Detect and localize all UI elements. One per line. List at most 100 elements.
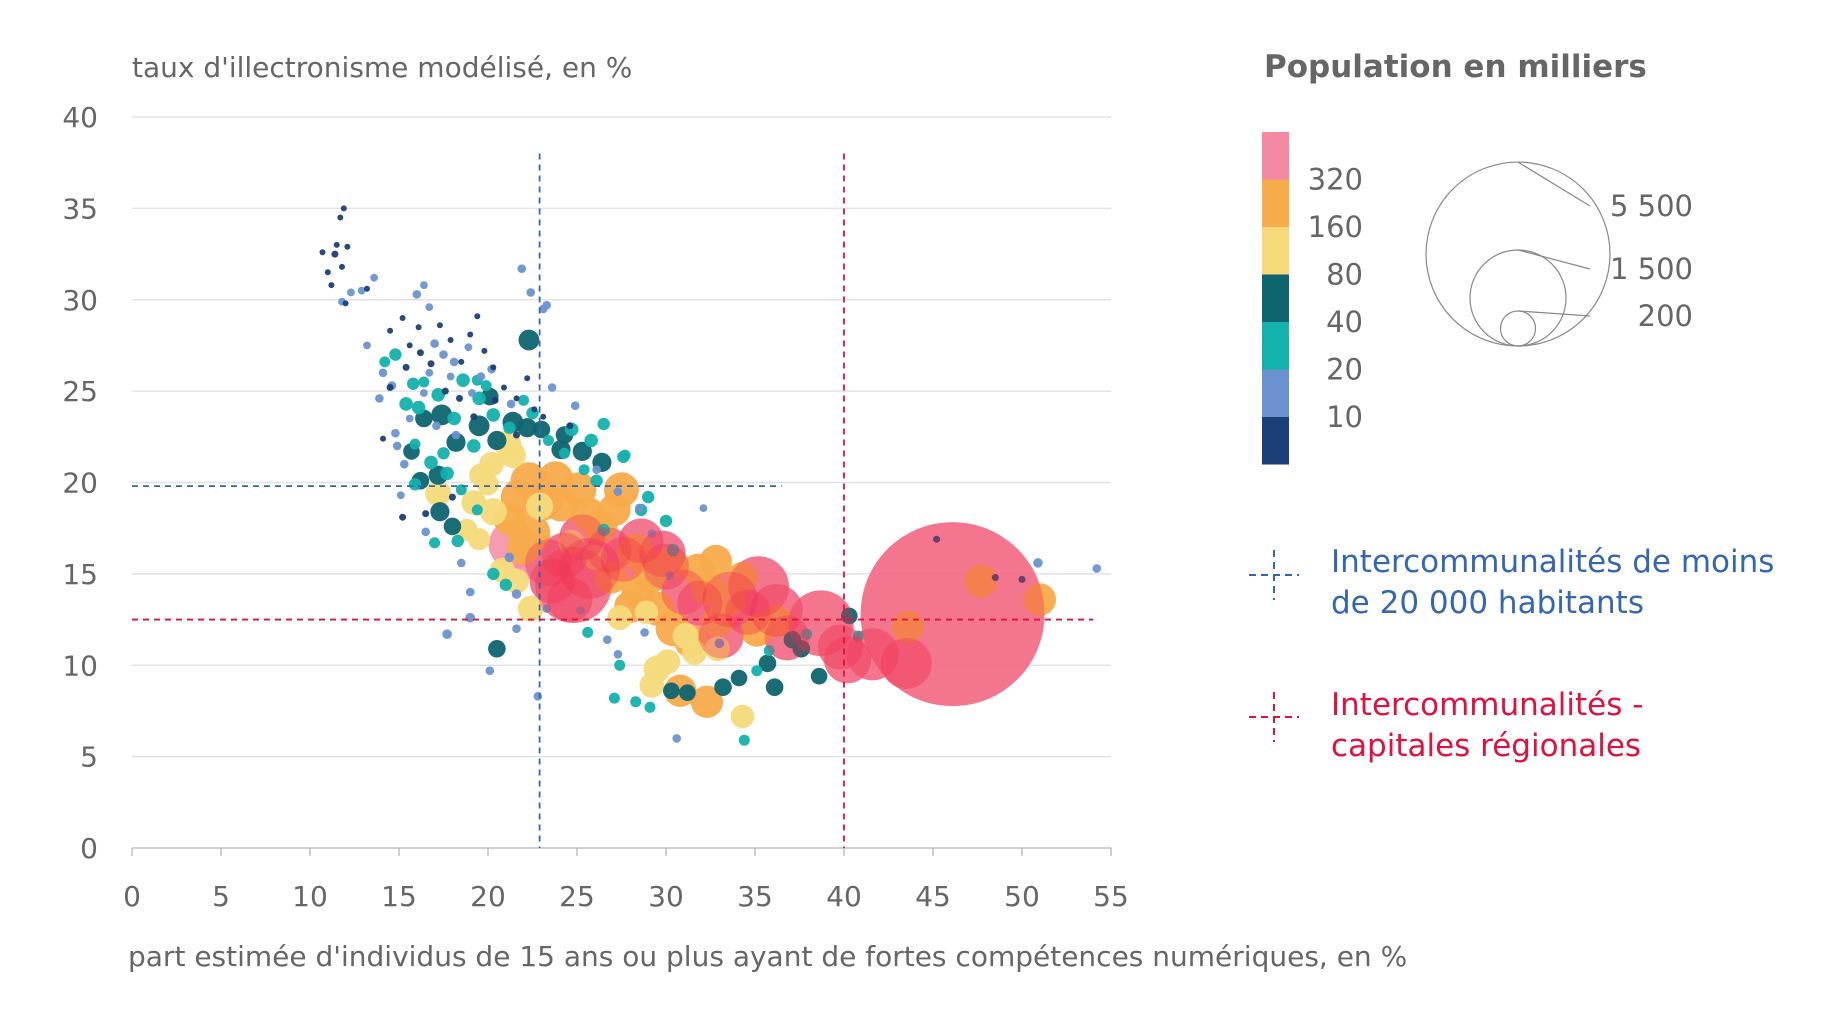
data-point-overlay bbox=[600, 536, 646, 582]
x-tick-label: 20 bbox=[470, 880, 506, 913]
data-point bbox=[639, 673, 665, 698]
data-point bbox=[328, 282, 335, 289]
data-point bbox=[590, 474, 603, 487]
size-legend-circle bbox=[1469, 249, 1567, 347]
x-tick-label: 50 bbox=[1004, 880, 1040, 913]
data-point bbox=[542, 604, 551, 613]
data-point-overlay bbox=[586, 527, 632, 573]
data-point bbox=[543, 435, 554, 446]
data-point bbox=[655, 649, 681, 674]
data-point bbox=[431, 388, 446, 402]
data-point bbox=[456, 394, 463, 402]
data-point bbox=[690, 685, 724, 718]
data-point bbox=[486, 408, 501, 422]
data-point bbox=[642, 490, 655, 504]
data-point bbox=[456, 373, 470, 388]
data-point bbox=[485, 666, 495, 675]
ref-legend-label-small-line2: de 20 000 habitants bbox=[1331, 585, 1644, 621]
data-point bbox=[429, 537, 441, 549]
ref-legend-label-capitals-line1: Intercommunalités - bbox=[1331, 687, 1643, 723]
data-point bbox=[726, 561, 759, 594]
data-point bbox=[532, 420, 551, 439]
data-point bbox=[663, 682, 680, 700]
data-point bbox=[783, 630, 802, 649]
data-point-overlay bbox=[788, 590, 854, 656]
data-point bbox=[613, 487, 623, 496]
x-tick-label: 25 bbox=[559, 880, 595, 913]
x-tick-label: 55 bbox=[1093, 880, 1129, 913]
data-point bbox=[531, 406, 538, 413]
y-tick-label: 20 bbox=[62, 467, 98, 500]
y-tick-labels: 0 5 10 15 20 25 30 35 40 bbox=[62, 101, 98, 865]
data-point bbox=[614, 659, 626, 671]
x-tick-label: 40 bbox=[826, 880, 862, 913]
data-point bbox=[392, 441, 402, 451]
data-point bbox=[576, 606, 585, 615]
data-point bbox=[584, 433, 598, 448]
data-point bbox=[422, 510, 430, 518]
color-legend-swatch bbox=[1262, 132, 1289, 180]
data-point bbox=[391, 428, 400, 438]
data-point bbox=[634, 600, 659, 625]
data-point-overlay bbox=[547, 577, 593, 622]
data-point bbox=[499, 442, 526, 469]
data-point-overlay bbox=[529, 558, 575, 604]
data-point bbox=[480, 380, 492, 392]
color-legend-label: 160 bbox=[1308, 210, 1363, 244]
data-point bbox=[416, 349, 424, 357]
data-point-overlay bbox=[661, 569, 707, 615]
data-point-overlay bbox=[824, 636, 872, 684]
data-point bbox=[331, 250, 339, 258]
y-tick-label: 10 bbox=[62, 649, 98, 682]
data-point bbox=[653, 546, 687, 580]
x-tick-label: 30 bbox=[648, 880, 684, 913]
size-legend-leader bbox=[1517, 161, 1591, 207]
data-point bbox=[451, 430, 461, 440]
data-point bbox=[447, 411, 462, 426]
data-point bbox=[964, 564, 998, 598]
y-tick-label: 25 bbox=[62, 375, 98, 408]
y-tick-label: 40 bbox=[62, 101, 98, 134]
data-point bbox=[511, 589, 522, 599]
reference-lines bbox=[132, 153, 1094, 848]
data-point-overlay bbox=[725, 589, 771, 635]
data-point bbox=[1033, 558, 1043, 568]
data-point bbox=[446, 432, 466, 452]
data-point bbox=[880, 638, 932, 689]
data-point bbox=[467, 439, 481, 453]
data-point bbox=[425, 368, 434, 377]
data-point bbox=[380, 435, 386, 442]
data-point bbox=[472, 391, 486, 406]
size-legend-label: 200 bbox=[1638, 299, 1693, 333]
data-point bbox=[337, 214, 344, 221]
data-point bbox=[572, 441, 592, 461]
data-point bbox=[364, 285, 370, 292]
data-point bbox=[437, 447, 450, 460]
color-legend-swatch bbox=[1262, 274, 1289, 322]
data-point bbox=[431, 404, 453, 426]
ref-legend-item-capitals: Intercommunalités - capitales régionales bbox=[1249, 687, 1643, 764]
color-legend-swatch bbox=[1262, 369, 1289, 417]
color-legend-label: 10 bbox=[1326, 400, 1363, 434]
data-point-overlay bbox=[880, 638, 932, 689]
data-point bbox=[991, 574, 999, 581]
data-point bbox=[597, 523, 610, 537]
data-point bbox=[542, 300, 551, 310]
data-point bbox=[714, 638, 725, 649]
data-point bbox=[439, 350, 448, 359]
data-point bbox=[682, 640, 707, 665]
data-point bbox=[699, 544, 732, 578]
data-point bbox=[363, 341, 371, 350]
data-point bbox=[470, 413, 478, 421]
color-legend-swatch bbox=[1262, 322, 1289, 370]
data-point bbox=[446, 372, 455, 381]
data-point bbox=[464, 343, 473, 352]
data-point bbox=[1023, 583, 1056, 616]
data-point bbox=[467, 331, 474, 338]
data-point-overlay bbox=[702, 571, 758, 628]
data-point bbox=[448, 493, 456, 501]
data-point bbox=[841, 607, 858, 625]
data-point bbox=[513, 395, 520, 402]
color-legend-label: 80 bbox=[1326, 258, 1363, 292]
